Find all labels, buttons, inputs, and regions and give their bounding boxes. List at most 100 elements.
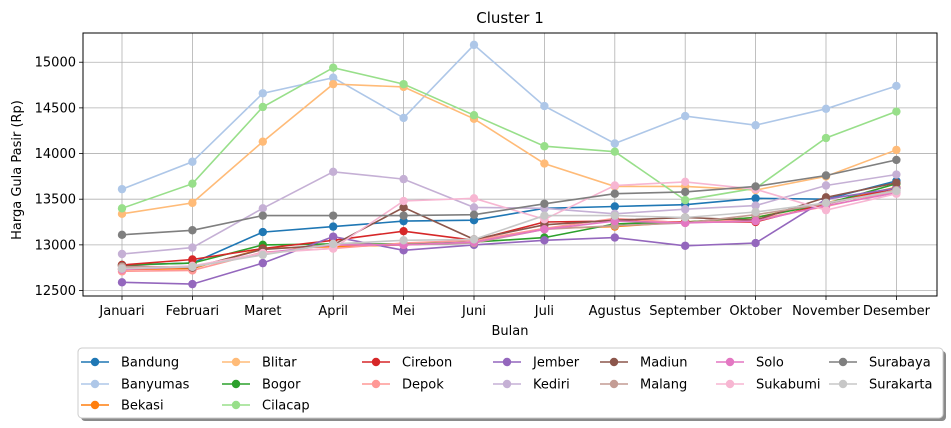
data-point <box>188 255 197 264</box>
legend-label: Depok <box>402 378 444 393</box>
legend: Bandung Banyumas Bekasi Blitar Bogor Cilacap C… <box>77 347 946 421</box>
data-point <box>540 101 549 111</box>
legend-item: Banyumas <box>81 378 190 393</box>
data-point <box>821 181 831 190</box>
data-point <box>117 249 127 259</box>
series-line <box>121 182 897 269</box>
data-point <box>399 79 408 89</box>
y-tick-label: 14500 <box>35 101 76 116</box>
data-point <box>469 210 479 219</box>
data-point <box>258 250 267 260</box>
data-point <box>399 113 408 123</box>
data-point <box>681 177 690 187</box>
data-point <box>188 226 197 235</box>
y-tick-label: 12500 <box>35 284 76 299</box>
legend-swatch-marker <box>90 400 100 410</box>
x-tick-label: November <box>792 304 860 319</box>
data-point <box>892 107 901 116</box>
series-line <box>121 187 897 285</box>
legend-swatch-marker <box>725 357 735 367</box>
data-point <box>681 195 690 205</box>
x-tick-label: Oktober <box>729 304 782 319</box>
data-point <box>188 262 197 271</box>
series-layer <box>117 40 901 289</box>
legend-item: Cirebon <box>362 356 452 371</box>
data-point <box>329 232 338 241</box>
legend-swatch-marker <box>609 357 619 367</box>
data-point <box>258 211 267 220</box>
legend-item: Madiun <box>600 356 688 371</box>
data-point <box>610 233 619 242</box>
legend-label: Blitar <box>262 356 297 371</box>
legend-swatch-marker <box>231 357 241 367</box>
legend-swatch-marker <box>609 379 619 389</box>
legend-label: Cirebon <box>402 356 452 371</box>
legend-swatch-marker <box>231 379 241 389</box>
data-point <box>469 235 479 244</box>
data-point <box>399 236 408 245</box>
legend-item: Depok <box>362 378 444 393</box>
x-axis: Januari Februari Maret April Mei Juni Juli Agus… <box>98 296 931 319</box>
legend-swatch-marker <box>231 400 241 410</box>
data-point <box>329 73 338 82</box>
data-point <box>751 207 760 217</box>
data-point <box>469 40 479 50</box>
y-tick-label: 15000 <box>35 56 76 71</box>
data-point <box>540 199 549 208</box>
legend-item: Bogor <box>222 378 301 393</box>
legend-label: Surabaya <box>869 356 931 371</box>
legend-item: Malang <box>600 378 687 393</box>
legend-label: Sukabumi <box>756 378 821 393</box>
data-point <box>399 174 408 184</box>
data-point <box>610 147 619 156</box>
x-tick-label: April <box>318 304 348 319</box>
legend-label: Bekasi <box>121 399 164 414</box>
x-tick-label: Desember <box>863 304 931 319</box>
data-point <box>610 139 619 148</box>
legend-item: Bandung <box>81 356 179 371</box>
data-point <box>681 213 690 222</box>
legend-label: Malang <box>640 378 687 393</box>
y-tick-label: 13500 <box>35 193 76 208</box>
x-tick-label: Mei <box>392 304 415 319</box>
data-point <box>681 111 690 121</box>
data-point <box>469 110 479 120</box>
data-point <box>610 181 619 190</box>
data-point <box>117 278 127 287</box>
legend-swatch-marker <box>725 379 735 389</box>
legend-swatch-marker <box>90 357 100 367</box>
data-point <box>258 102 267 112</box>
data-point <box>188 157 197 166</box>
data-point <box>399 211 408 220</box>
plot-frame <box>82 32 938 297</box>
legend-item: Surakarta <box>829 378 932 393</box>
data-point <box>681 187 690 197</box>
y-axis-label: Harga Gula Pasir (Rp) <box>10 100 25 240</box>
series-line <box>121 187 897 266</box>
data-point <box>751 121 760 130</box>
legend-swatch-marker <box>502 357 512 367</box>
legend-item: Sukabumi <box>716 378 821 393</box>
chart-title: Cluster 1 <box>476 9 544 27</box>
data-point <box>751 216 760 226</box>
y-tick-label: 14000 <box>35 147 76 162</box>
legend-label: Bogor <box>262 378 301 393</box>
data-point <box>329 239 338 249</box>
data-point <box>892 155 901 165</box>
data-point <box>258 227 267 237</box>
x-axis-label: Bulan <box>492 324 529 339</box>
series-line <box>121 83 897 215</box>
data-point <box>610 211 619 220</box>
x-tick-label: September <box>649 304 722 319</box>
series-line <box>121 190 897 270</box>
data-point <box>188 279 197 289</box>
series-line <box>121 170 897 255</box>
data-point <box>329 63 338 72</box>
series-line <box>121 66 897 210</box>
data-point <box>258 137 267 146</box>
data-point <box>329 222 338 231</box>
x-tick-label: Juli <box>534 304 554 319</box>
series-line <box>121 159 897 236</box>
data-point <box>188 243 197 252</box>
data-point <box>892 145 901 155</box>
